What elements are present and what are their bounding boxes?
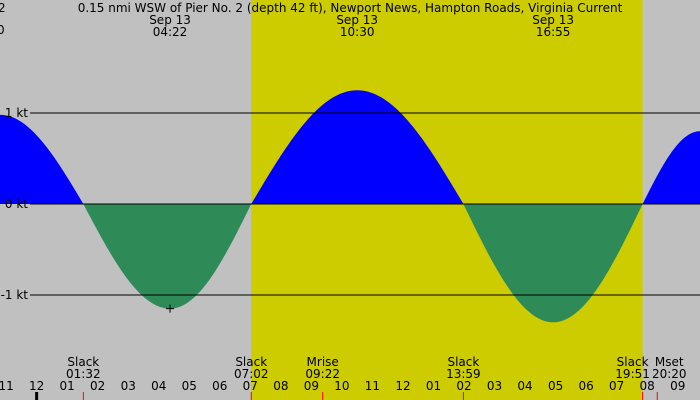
speed-axis-labels: 1 kt 0 kt -1 kt (1, 106, 29, 302)
hour-tick-label: 02 (456, 379, 471, 393)
hour-tick-label: 06 (578, 379, 593, 393)
bottom-annotation-time: 09:22 (305, 367, 340, 381)
hour-tick-label: 09 (304, 379, 319, 393)
ebb-current-area (83, 204, 643, 323)
bottom-annotation-event: Mset (655, 355, 684, 369)
top-annotation-time: 10:30 (340, 25, 375, 39)
current-crosshair (166, 304, 175, 313)
hour-tick-label: 02 (90, 379, 105, 393)
chart-title: 0.15 nmi WSW of Pier No. 2 (depth 42 ft)… (78, 1, 623, 15)
hour-tick-label: 12 (29, 379, 44, 393)
hour-tick-label: 08 (273, 379, 288, 393)
bottom-annotation-time: 01:32 (66, 367, 101, 381)
bottom-annotation-time: 19:51 (615, 367, 650, 381)
hour-axis-labels: 11 12 01 02 03 04 05 06 07 08 09 10 11 12 01 02 03 04 05 06… (0, 379, 685, 393)
top-left-fragment-2: 0 (0, 23, 5, 37)
speed-tick-label: 1 kt (5, 106, 28, 120)
bottom-annotation-event: Slack (67, 355, 99, 369)
flood-current-area (0, 90, 700, 204)
speed-tick-label: 0 kt (5, 197, 28, 211)
bottom-annotation-event: Slack (617, 355, 649, 369)
bottom-annotation-event: Slack (447, 355, 479, 369)
event-markers (35, 392, 658, 400)
hour-tick-label: 06 (212, 379, 227, 393)
hour-tick-label: 01 (60, 379, 75, 393)
hour-tick-label: 01 (426, 379, 441, 393)
bottom-annotation-time: 20:20 (652, 367, 687, 381)
hour-tick-label: 04 (517, 379, 532, 393)
bottom-annotation-event: Mrise (307, 355, 339, 369)
bottom-annotation-time: 13:59 (446, 367, 481, 381)
hour-tick-label: 05 (548, 379, 563, 393)
hour-tick-label: 10 (334, 379, 349, 393)
hour-tick-label: 11 (365, 379, 380, 393)
top-annotations: 0.15 nmi WSW of Pier No. 2 (depth 42 ft)… (0, 1, 623, 39)
hour-tick-label: 03 (121, 379, 136, 393)
top-annotation-date: Sep 13 (149, 13, 191, 27)
top-left-fragment-1: 2 (0, 1, 6, 15)
top-annotation-time: 16:55 (536, 25, 571, 39)
hour-tick-label: 12 (395, 379, 410, 393)
bottom-annotation-event: Slack (235, 355, 267, 369)
hour-tick-label: 07 (609, 379, 624, 393)
speed-tick-label: -1 kt (1, 288, 29, 302)
speed-gridlines (30, 112, 700, 296)
top-annotation-date: Sep 13 (532, 13, 574, 27)
hour-tick-label: 05 (182, 379, 197, 393)
bottom-annotation-time: 07:02 (234, 367, 269, 381)
hour-tick-label: 04 (151, 379, 166, 393)
hour-tick-label: 09 (670, 379, 685, 393)
bottom-annotations: Slack01:32Slack07:02Mrise09:22Slack13:59… (66, 355, 687, 381)
hour-tick-label: 07 (243, 379, 258, 393)
hour-tick-label: 08 (640, 379, 655, 393)
top-annotation-time: 04:22 (153, 25, 188, 39)
hour-tick-label: 03 (487, 379, 502, 393)
top-annotation-date: Sep 13 (336, 13, 378, 27)
hour-tick-label: 11 (0, 379, 14, 393)
